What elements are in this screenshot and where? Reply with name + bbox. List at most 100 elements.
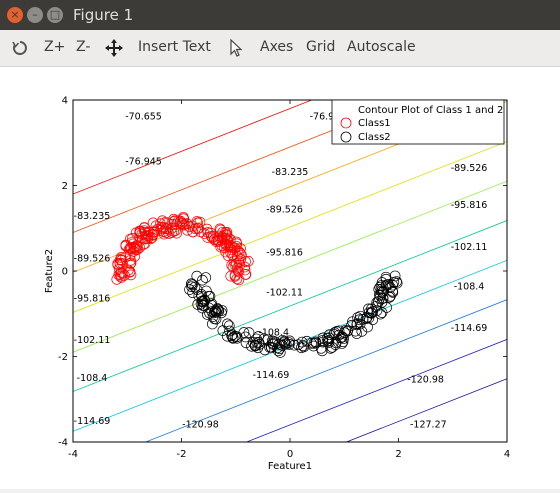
- class1-point: [120, 239, 132, 251]
- class2-point: [338, 333, 349, 344]
- class1-point: [116, 255, 127, 266]
- class1-point: [229, 269, 241, 281]
- x-tick-label: 2: [395, 449, 401, 460]
- class2-point: [186, 278, 197, 290]
- x-tick-label: 0: [287, 449, 293, 460]
- class2-point: [352, 312, 363, 323]
- class2-point: [346, 320, 357, 331]
- class2-point: [380, 271, 392, 283]
- class2-point: [264, 341, 275, 353]
- class2-point: [197, 300, 208, 311]
- class1-point: [127, 233, 138, 244]
- class2-point: [209, 306, 221, 317]
- class2-point: [326, 342, 338, 353]
- class2-point: [297, 340, 309, 351]
- pointer-icon[interactable]: [228, 38, 244, 62]
- class1-point: [225, 270, 237, 282]
- class1-point: [217, 226, 229, 238]
- y-tick-label: -4: [58, 438, 68, 449]
- grid-button[interactable]: Grid: [306, 39, 336, 55]
- class1-point: [139, 226, 151, 238]
- legend-class1-label: Class1: [358, 118, 391, 129]
- class1-point: [168, 225, 179, 237]
- zoom-in-button[interactable]: Z+: [44, 39, 66, 55]
- contour-line: [245, 339, 507, 442]
- class1-point: [176, 218, 188, 230]
- legend: Contour Plot of Class 1 and 2 Class1 Cla…: [331, 99, 505, 145]
- class2-point: [323, 335, 334, 346]
- class1-point: [232, 262, 243, 274]
- class2-point: [381, 279, 392, 291]
- class1-point: [233, 246, 245, 258]
- class1-point: [226, 244, 237, 256]
- class1-point: [192, 217, 204, 229]
- autoscale-button[interactable]: Autoscale: [347, 39, 416, 55]
- class2-point: [197, 274, 208, 286]
- class1-point: [221, 227, 233, 238]
- class2-point: [376, 307, 388, 318]
- window-title: Figure 1: [73, 6, 134, 24]
- contour-label: -76.945: [310, 112, 347, 123]
- class1-point: [139, 233, 151, 245]
- class2-point: [200, 272, 212, 283]
- class2-point: [240, 331, 251, 343]
- rotate-icon[interactable]: [10, 38, 30, 62]
- class2-point: [191, 270, 203, 282]
- legend-box: [331, 99, 505, 145]
- contour-label: -108.4: [77, 373, 108, 384]
- class2-point: [342, 325, 353, 337]
- class2-point: [279, 336, 290, 348]
- class2-point: [375, 308, 386, 320]
- contour-label: -95.816: [266, 248, 303, 259]
- contour-line: [73, 100, 411, 233]
- contour-label: -95.816: [74, 293, 111, 304]
- contour-line: [345, 378, 507, 442]
- axes-button[interactable]: Axes: [260, 39, 294, 55]
- class1-point: [134, 225, 146, 237]
- class1-point: [225, 246, 236, 258]
- class1-point: [220, 229, 232, 241]
- class2-point: [240, 337, 252, 349]
- contour-label: -108.4: [454, 282, 485, 293]
- minimize-window-button[interactable]: –: [27, 7, 43, 23]
- class2-point: [372, 296, 384, 307]
- contour-label: -114.69: [451, 323, 488, 334]
- class2-point: [354, 318, 366, 330]
- window-titlebar: × – □ Figure 1: [0, 0, 560, 30]
- class2-point: [388, 276, 400, 288]
- contour-line: [73, 180, 507, 353]
- class2-point: [251, 333, 262, 345]
- class2-point: [189, 281, 201, 293]
- close-window-button[interactable]: ×: [7, 7, 23, 23]
- class2-point: [222, 318, 233, 330]
- class2-point: [374, 289, 385, 301]
- contour-label: -95.816: [451, 200, 488, 211]
- contour-label: -102.11: [74, 335, 111, 346]
- contour-label: -114.69: [74, 416, 111, 427]
- class2-point: [184, 284, 195, 295]
- contour-label: -89.526: [266, 204, 303, 215]
- contour-label: -127.27: [410, 419, 447, 430]
- class2-point: [316, 345, 328, 357]
- class1-point: [240, 256, 251, 268]
- zoom-out-button[interactable]: Z-: [76, 39, 91, 55]
- pan-arrows-icon[interactable]: [104, 38, 124, 62]
- maximize-window-button[interactable]: □: [47, 7, 63, 23]
- legend-class2-marker: [340, 131, 352, 143]
- class1-point: [240, 269, 252, 280]
- legend-class1-marker: [340, 117, 352, 129]
- class1-point: [182, 224, 193, 236]
- class1-point: [130, 243, 141, 254]
- class1-point: [222, 234, 233, 246]
- class1-point: [187, 226, 199, 238]
- class2-point: [267, 337, 279, 349]
- contour-label: -120.98: [182, 419, 219, 430]
- class2-point: [210, 305, 222, 317]
- contour-label: -102.11: [451, 242, 488, 253]
- class1-point: [167, 218, 179, 230]
- class1-point: [215, 241, 227, 253]
- class2-point: [363, 312, 375, 324]
- contour-label: -89.526: [451, 163, 488, 174]
- legend-class2-label: Class2: [358, 132, 391, 143]
- insert-text-button[interactable]: Insert Text: [138, 39, 211, 55]
